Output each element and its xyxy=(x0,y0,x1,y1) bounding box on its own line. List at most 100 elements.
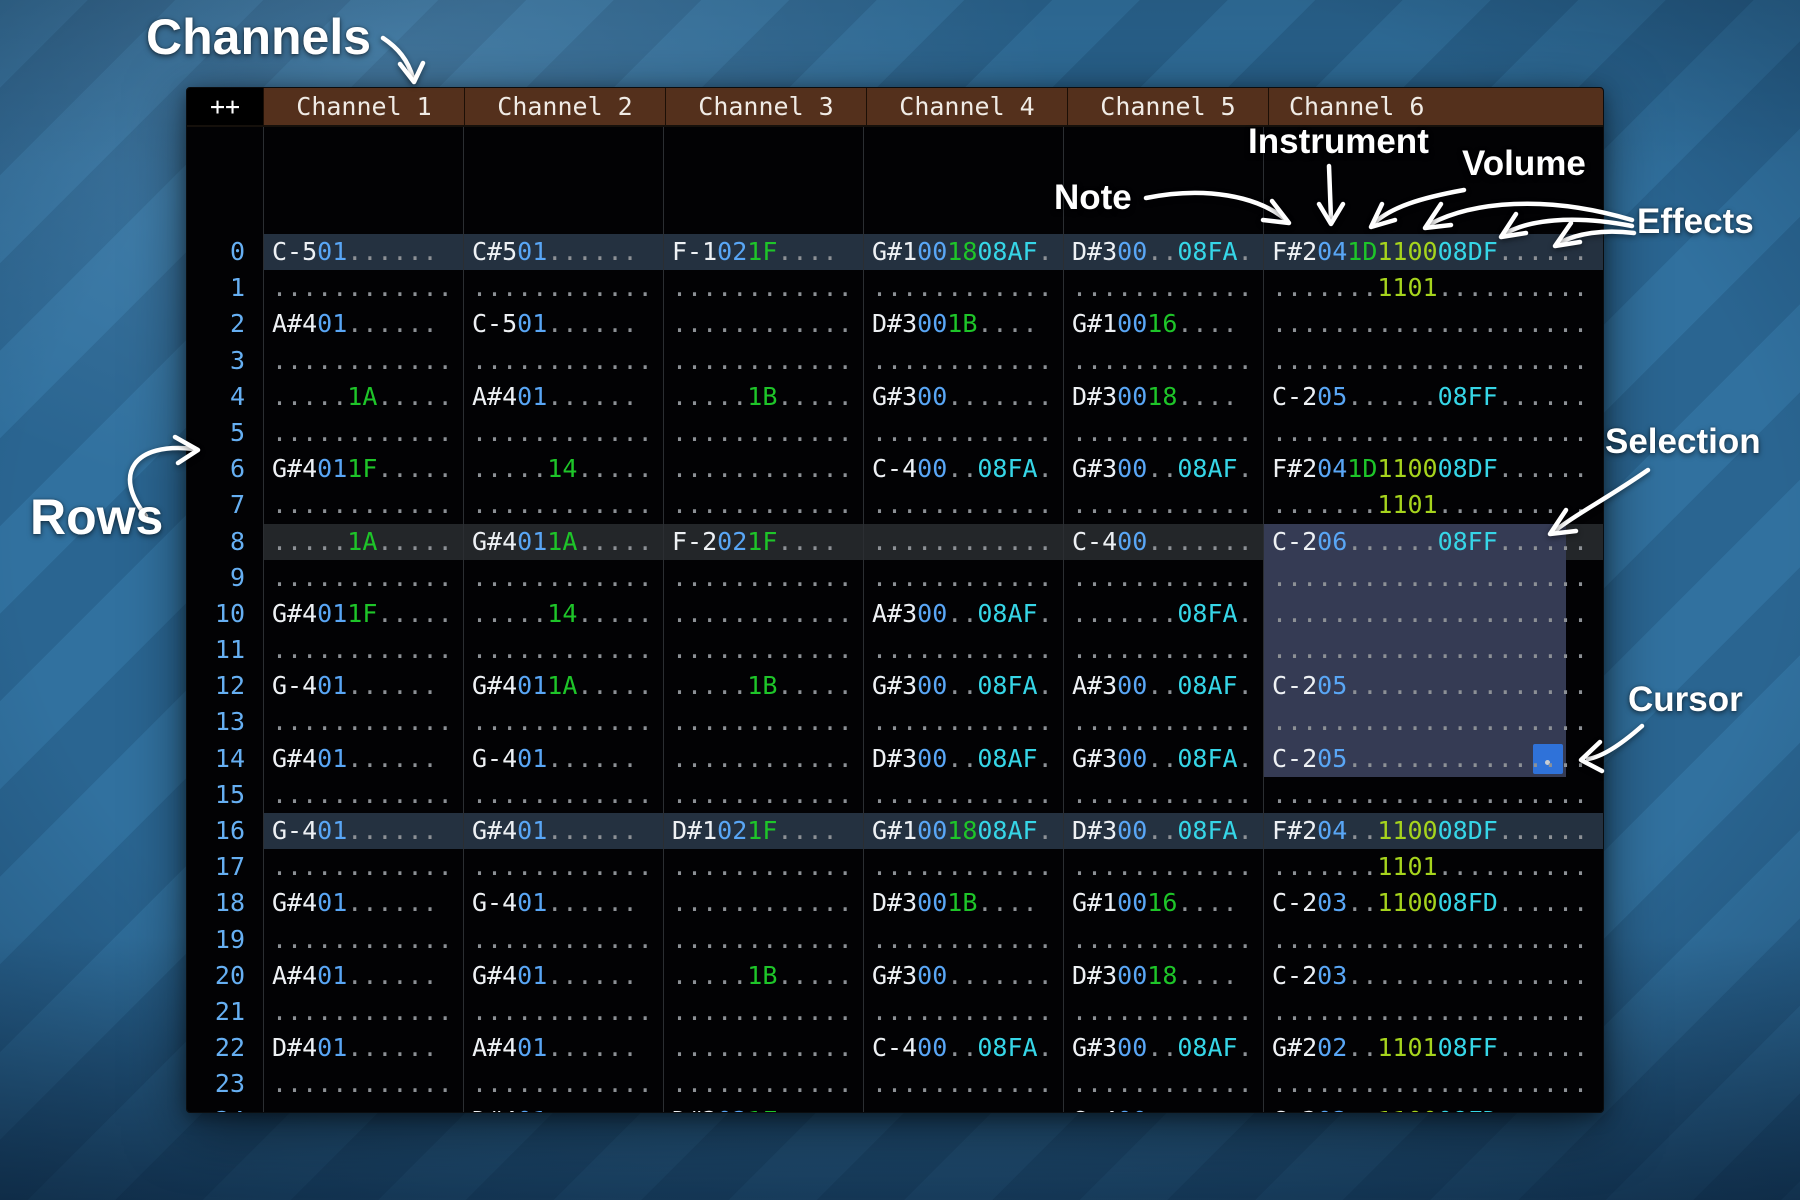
pattern-cell-ch4[interactable]: ............ xyxy=(863,1066,1063,1103)
pattern-cell-ch5[interactable]: ............ xyxy=(1063,704,1263,741)
pattern-cell-ch3[interactable]: D#1021F.... xyxy=(663,813,863,850)
pattern-cell-ch6[interactable]: C-205................ xyxy=(1263,740,1603,777)
pattern-cell-ch2[interactable]: C#501...... xyxy=(463,234,663,271)
pattern-cell-ch6[interactable]: ..................... xyxy=(1263,704,1603,741)
pattern-cell-ch3[interactable]: ............ xyxy=(663,885,863,922)
pattern-cell-ch5[interactable]: G#10016.... xyxy=(1063,306,1263,343)
pattern-cell-ch1[interactable]: .....1A..... xyxy=(263,523,463,560)
pattern-editor[interactable]: 0 C-501...... C#501...... F-1021F.... G#1001… xyxy=(187,127,1603,1112)
pattern-cell-ch4[interactable]: C-400..08FA. xyxy=(863,451,1063,488)
pattern-cell-ch5[interactable]: G-400....... xyxy=(1063,1102,1263,1112)
pattern-cell-ch3[interactable]: D#2021F.... xyxy=(663,1102,863,1112)
pattern-cell-ch3[interactable]: ............ xyxy=(663,270,863,307)
pattern-cell-ch3[interactable]: ............ xyxy=(663,414,863,452)
pattern-cell-ch4[interactable]: ............ xyxy=(863,523,1063,560)
pattern-cell-ch3[interactable]: ............ xyxy=(663,342,863,379)
pattern-cell-ch2[interactable]: ............ xyxy=(463,993,663,1031)
pattern-cell-ch1[interactable]: G-401...... xyxy=(263,668,463,705)
pattern-cell-ch6[interactable]: .......1101.......... xyxy=(1263,487,1603,524)
pattern-row-11[interactable]: 11......................................… xyxy=(187,632,1603,669)
pattern-cell-ch5[interactable]: ............ xyxy=(1063,849,1263,886)
pattern-cell-ch2[interactable]: G#401...... xyxy=(463,813,663,850)
channel-header-3[interactable]: Channel 3 xyxy=(665,88,866,125)
pattern-cell-ch3[interactable]: ............ xyxy=(663,1030,863,1067)
pattern-cell-ch2[interactable]: G#4011A..... xyxy=(463,523,663,560)
pattern-cell-ch2[interactable]: A#401...... xyxy=(463,1030,663,1067)
pattern-cell-ch5[interactable]: D#300..08FA. xyxy=(1063,234,1263,271)
pattern-cell-ch2[interactable]: ............ xyxy=(463,921,663,958)
pattern-cell-ch5[interactable]: G#300..08AF. xyxy=(1063,451,1263,488)
pattern-cell-ch5[interactable]: ............ xyxy=(1063,487,1263,524)
channel-header-1[interactable]: Channel 1 xyxy=(263,88,464,125)
pattern-row-2[interactable]: 2 A#401...... C-501.................. D#300… xyxy=(187,306,1603,343)
pattern-cell-ch6[interactable]: ..................... xyxy=(1263,993,1603,1031)
pattern-cell-ch5[interactable]: ............ xyxy=(1063,632,1263,669)
pattern-cell-ch3[interactable]: ............ xyxy=(663,704,863,741)
pattern-cell-ch4[interactable]: D#300..08AF. xyxy=(863,740,1063,777)
pattern-cell-ch2[interactable]: C-501...... xyxy=(463,306,663,343)
pattern-row-4[interactable]: 4 .....1A..... A#401...... .....1B..... G#30… xyxy=(187,378,1603,415)
pattern-cell-ch5[interactable]: ............ xyxy=(1063,342,1263,379)
pattern-cell-ch3[interactable]: F-1021F.... xyxy=(663,234,863,271)
pattern-cell-ch5[interactable]: ............ xyxy=(1063,921,1263,958)
pattern-cell-ch1[interactable]: ............ xyxy=(263,632,463,669)
pattern-cell-ch2[interactable]: ............ xyxy=(463,342,663,379)
pattern-cell-ch2[interactable]: ............ xyxy=(463,632,663,669)
pattern-cell-ch6[interactable]: ..................... xyxy=(1263,595,1603,633)
pattern-row-0[interactable]: 0 C-501...... C#501...... F-1021F.... G#1001… xyxy=(187,234,1603,271)
pattern-cell-ch1[interactable]: G#4011F..... xyxy=(263,595,463,633)
pattern-cell-ch2[interactable]: G-401...... xyxy=(463,740,663,777)
pattern-cell-ch6[interactable]: F#2041D110008DF...... xyxy=(1263,451,1603,488)
pattern-cell-ch4[interactable]: ............ xyxy=(863,559,1063,596)
pattern-cell-ch5[interactable]: G#300..08AF. xyxy=(1063,1030,1263,1067)
pattern-cell-ch4[interactable]: A#300..08AF. xyxy=(863,595,1063,633)
pattern-cell-ch6[interactable]: ..................... xyxy=(1263,342,1603,379)
pattern-cell-ch6[interactable]: C-203................ xyxy=(1263,957,1603,994)
pattern-cell-ch3[interactable]: ............ xyxy=(663,776,863,813)
pattern-cell-ch1[interactable]: G-401...... xyxy=(263,813,463,850)
pattern-cell-ch4[interactable]: G#1001808AF. xyxy=(863,234,1063,271)
pattern-cell-ch1[interactable]: ............ xyxy=(263,704,463,741)
pattern-cell-ch3[interactable]: ............ xyxy=(663,451,863,488)
pattern-row-14[interactable]: 14 G#401...... G-401.................. D#30… xyxy=(187,740,1603,777)
pattern-cell-ch2[interactable]: G#4011A..... xyxy=(463,668,663,705)
pattern-cell-ch4[interactable]: G#1001808AF. xyxy=(863,813,1063,850)
pattern-cell-ch1[interactable]: .....1A..... xyxy=(263,378,463,415)
pattern-cell-ch6[interactable]: .......1101.......... xyxy=(1263,849,1603,886)
pattern-cell-ch6[interactable]: C-302..110008FD...... xyxy=(1263,1102,1603,1112)
pattern-cell-ch5[interactable]: D#300..08FA. xyxy=(1063,813,1263,850)
pattern-cell-ch2[interactable]: ............ xyxy=(463,414,663,452)
pattern-row-24[interactable]: 24............D#401......D#2021F........… xyxy=(187,1102,1603,1112)
pattern-cell-ch4[interactable]: ............ xyxy=(863,1102,1063,1112)
pattern-cell-ch1[interactable]: G#4011F..... xyxy=(263,451,463,488)
pattern-cell-ch6[interactable]: F#2041D110008DF...... xyxy=(1263,234,1603,271)
pattern-row-12[interactable]: 12 G-401...... G#4011A..... .....1B..... G#3… xyxy=(187,668,1603,705)
pattern-cell-ch4[interactable]: G#300....... xyxy=(863,378,1063,415)
pattern-cell-ch2[interactable]: .....14..... xyxy=(463,595,663,633)
pattern-cell-ch6[interactable]: C-205......08FF...... xyxy=(1263,378,1603,415)
pattern-cell-ch6[interactable]: ..................... xyxy=(1263,776,1603,813)
pattern-row-6[interactable]: 6 G#4011F..... .....14................. C-4… xyxy=(187,451,1603,488)
pattern-cell-ch2[interactable]: D#401...... xyxy=(463,1102,663,1112)
pattern-row-17[interactable]: 17......................................… xyxy=(187,849,1603,886)
pattern-cell-ch1[interactable]: ............ xyxy=(263,270,463,307)
pattern-cell-ch1[interactable]: ............ xyxy=(263,487,463,524)
pattern-cell-ch4[interactable]: ............ xyxy=(863,849,1063,886)
pattern-cell-ch1[interactable]: ............ xyxy=(263,921,463,958)
pattern-cell-ch4[interactable]: ............ xyxy=(863,776,1063,813)
pattern-cell-ch2[interactable]: ............ xyxy=(463,704,663,741)
pattern-cell-ch6[interactable]: F#204..110008DF...... xyxy=(1263,813,1603,850)
pattern-cell-ch3[interactable]: ............ xyxy=(663,595,863,633)
pattern-cell-ch1[interactable]: A#401...... xyxy=(263,957,463,994)
pattern-cell-ch6[interactable]: G#202..110108FF...... xyxy=(1263,1030,1603,1067)
pattern-cell-ch3[interactable]: F-2021F.... xyxy=(663,523,863,560)
pattern-cell-ch5[interactable]: ............ xyxy=(1063,559,1263,596)
pattern-corner-button[interactable]: ++ xyxy=(187,88,263,125)
pattern-cell-ch6[interactable]: .......1101.......... xyxy=(1263,270,1603,307)
pattern-cell-ch4[interactable]: D#3001B.... xyxy=(863,306,1063,343)
pattern-cell-ch3[interactable]: ............ xyxy=(663,740,863,777)
pattern-cell-ch3[interactable]: ............ xyxy=(663,993,863,1031)
pattern-row-20[interactable]: 20 A#401...... G#401...... .....1B..... G#30… xyxy=(187,957,1603,994)
pattern-row-16[interactable]: 16 G-401...... G#401...... D#1021F.... G#100… xyxy=(187,813,1603,850)
pattern-cell-ch5[interactable]: D#30018.... xyxy=(1063,957,1263,994)
